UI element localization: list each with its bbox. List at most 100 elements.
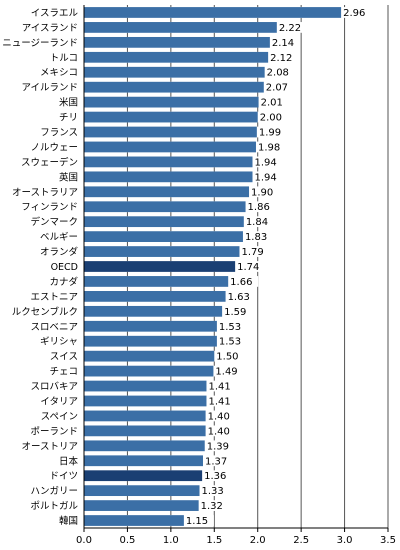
x-tick-label: 0.0	[76, 535, 92, 546]
bar	[84, 261, 236, 272]
value-label: 2.07	[266, 83, 288, 94]
x-tick-label: 2.5	[293, 535, 309, 546]
category-label: 英国	[59, 171, 78, 183]
bar	[84, 7, 342, 18]
category-label: フィンランド	[21, 202, 78, 213]
category-label: ベルギー	[40, 232, 78, 243]
category-label: フランス	[40, 128, 78, 139]
value-label: 1.32	[201, 501, 223, 512]
value-label: 1.41	[208, 382, 230, 393]
bar	[84, 380, 207, 392]
x-tick-label: 2.0	[250, 535, 266, 546]
bar	[84, 81, 264, 93]
category-label: アイルランド	[21, 83, 78, 94]
value-label: 1.39	[207, 441, 229, 452]
x-tick-label: 1.0	[163, 535, 179, 546]
x-tick-label: 1.5	[206, 535, 222, 546]
value-label: 2.12	[270, 53, 292, 64]
category-label: トルコ	[50, 53, 78, 64]
bar	[84, 440, 205, 452]
value-label: 2.00	[260, 113, 282, 124]
category-label: オーストラリア	[12, 187, 78, 198]
category-label: 日本	[59, 455, 79, 467]
category-label: ポルトガル	[30, 501, 78, 512]
category-label: チェコ	[49, 367, 78, 378]
value-label: 1.86	[248, 202, 270, 213]
bar	[84, 455, 203, 467]
bar	[84, 171, 253, 183]
value-label: 2.14	[272, 38, 294, 49]
value-label: 1.59	[224, 307, 246, 318]
category-label: 韓国	[59, 516, 78, 527]
value-label: 1.98	[258, 142, 280, 153]
category-label: 米国	[59, 97, 78, 109]
value-label: 1.83	[245, 232, 267, 243]
bar	[84, 410, 206, 422]
bar	[84, 291, 226, 302]
category-label: スペイン	[41, 411, 78, 422]
value-label: 1.90	[251, 187, 273, 198]
bar	[84, 365, 214, 377]
x-tick-label: 0.5	[119, 535, 135, 546]
category-label: スロバキア	[30, 382, 78, 393]
bar	[84, 141, 256, 153]
category-label: イタリア	[40, 396, 78, 407]
category-label: チリ	[59, 113, 78, 124]
value-label: 1.53	[219, 337, 241, 348]
bar	[84, 126, 257, 138]
category-label: デンマーク	[30, 216, 78, 228]
category-label: ポーランド	[30, 426, 78, 437]
value-label: 2.08	[267, 68, 289, 79]
value-label: 1.37	[205, 456, 227, 467]
category-label: スウェーデン	[21, 156, 78, 168]
value-label: 1.53	[219, 322, 241, 333]
bar	[84, 96, 259, 108]
bar	[84, 201, 246, 213]
value-label: 1.49	[215, 367, 237, 378]
bar	[84, 156, 253, 168]
category-label: イスラエル	[31, 8, 79, 19]
category-label: OECD	[51, 262, 78, 273]
bar	[84, 216, 244, 228]
value-label: 1.94	[255, 172, 277, 183]
value-label: 1.84	[246, 217, 268, 228]
value-label: 1.94	[255, 157, 277, 168]
category-label: スロベニア	[30, 322, 78, 333]
bar	[84, 395, 207, 407]
value-label: 1.79	[241, 247, 263, 258]
category-label: オランダ	[40, 246, 79, 258]
bar	[84, 425, 206, 437]
bar	[84, 500, 199, 511]
bar	[84, 515, 184, 526]
category-label: カナダ	[49, 276, 78, 288]
value-label: 2.01	[261, 98, 283, 109]
bar	[84, 231, 243, 242]
bar	[84, 186, 250, 198]
bar	[84, 350, 215, 362]
value-label: 1.15	[186, 516, 208, 527]
bar	[84, 246, 240, 257]
value-label: 1.41	[208, 396, 230, 407]
bar	[84, 485, 200, 497]
value-label: 2.22	[279, 23, 301, 34]
value-label: 2.96	[343, 8, 365, 19]
bar	[84, 276, 229, 287]
bar	[84, 22, 277, 33]
value-label: 1.99	[259, 128, 281, 139]
category-label: ルクセンブルク	[12, 306, 78, 318]
category-label: エストニア	[30, 292, 78, 303]
value-label: 1.36	[204, 471, 226, 482]
bar	[84, 320, 217, 332]
bar	[84, 66, 265, 78]
x-tick-label: 3.5	[380, 535, 396, 546]
bar	[84, 111, 258, 123]
value-label: 1.66	[230, 277, 252, 288]
category-label: ハンガリー	[30, 486, 78, 497]
category-label: ギリシャ	[40, 337, 78, 348]
value-label: 1.74	[237, 262, 259, 273]
bar	[84, 470, 203, 482]
value-label: 1.63	[228, 292, 250, 303]
value-label: 1.33	[202, 486, 224, 497]
category-label: スイス	[50, 352, 78, 363]
